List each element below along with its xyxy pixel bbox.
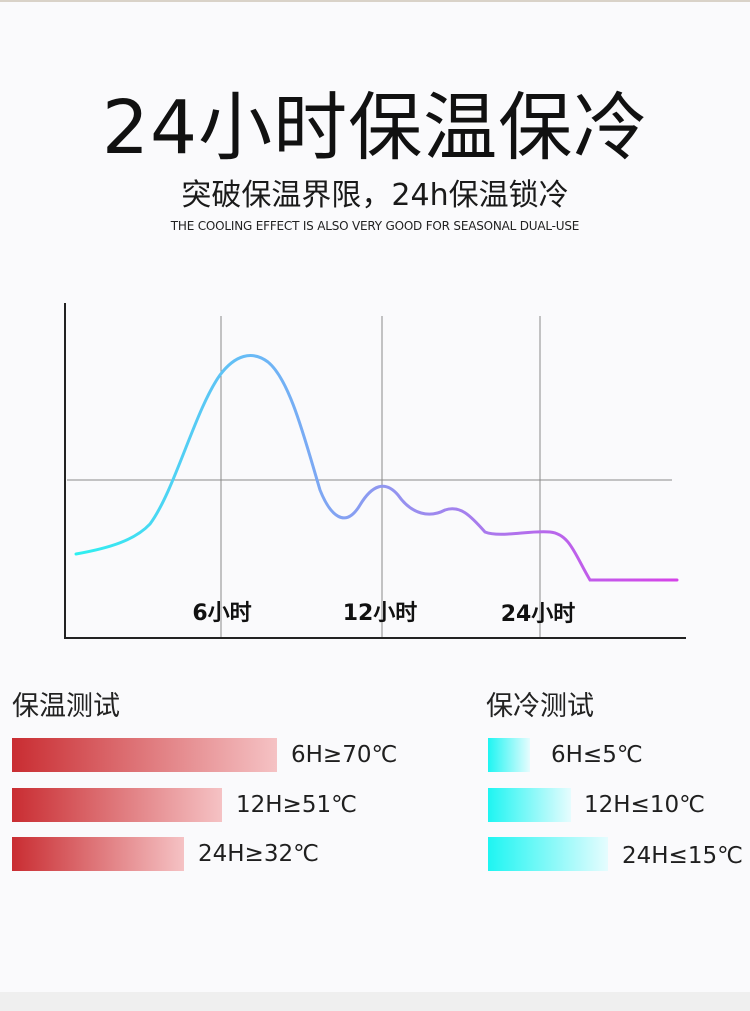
x-tick-label-12h: 12小时 (343, 601, 418, 626)
heat-bar-12h (12, 788, 222, 822)
cold-test-title: 保冷测试 (486, 691, 594, 722)
heat-label-6h: 6H≥70℃ (291, 742, 398, 768)
english-tagline: THE COOLING EFFECT IS ALSO VERY GOOD FOR… (170, 219, 580, 233)
heat-test-title: 保温测试 (12, 691, 120, 722)
cold-bar-6h (488, 738, 530, 772)
cold-bar-12h (488, 788, 571, 822)
page-title: 24小时保温保冷 (101, 85, 649, 171)
heat-bar-24h (12, 837, 184, 871)
x-tick-label-24h: 24小时 (501, 602, 576, 627)
top-divider (0, 0, 750, 2)
cold-label-24h: 24H≤15℃ (622, 843, 743, 869)
bottom-band (0, 992, 750, 1011)
series-line (74, 354, 679, 582)
cold-bar-24h (488, 837, 608, 871)
cold-label-12h: 12H≤10℃ (584, 792, 705, 818)
heat-label-24h: 24H≥32℃ (198, 841, 319, 867)
x-tick-label-6h: 6小时 (192, 601, 251, 626)
page-subtitle: 突破保温界限，24h保温锁冷 (181, 178, 569, 213)
temperature-curve-chart: 6小时 12小时 24小时 (64, 303, 686, 639)
cold-label-6h: 6H≤5℃ (551, 742, 643, 768)
heat-label-12h: 12H≥51℃ (236, 792, 357, 818)
heat-bar-6h (12, 738, 277, 772)
